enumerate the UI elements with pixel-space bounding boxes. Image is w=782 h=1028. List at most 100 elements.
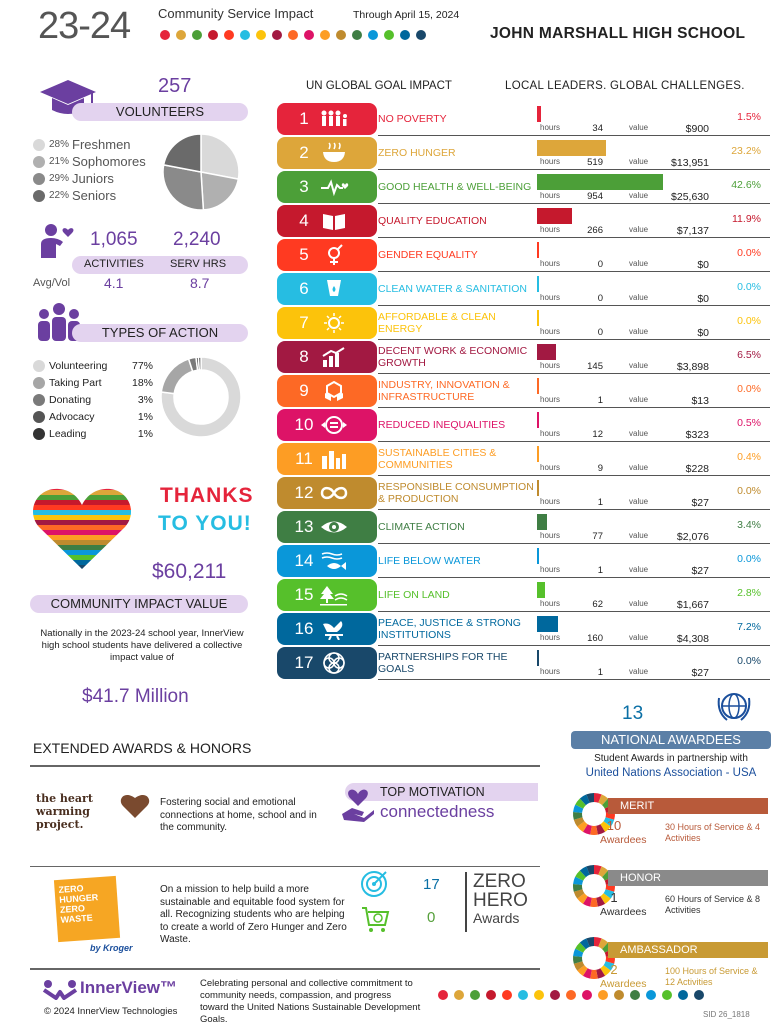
hours-label: hours [540, 191, 561, 200]
goal-percent: 0.0% [737, 315, 761, 327]
flower-rings-icon [323, 652, 345, 674]
goal-percent: 0.0% [737, 655, 761, 667]
rainbow-heart-icon [33, 488, 131, 570]
goal-value: $1,667 [676, 599, 709, 611]
heart-stripe [33, 488, 131, 490]
goal-divider [378, 203, 770, 204]
value-label: value [629, 429, 649, 438]
innerview-brand: InnerView™ [80, 978, 177, 997]
gender-icon [328, 244, 343, 265]
color-dot [224, 30, 234, 40]
header-year: 23-24 [38, 5, 131, 47]
service-hours-avg: 8.7 [190, 275, 210, 291]
zero-hunger-logo: ZERO HUNGER ZERO WASTE [53, 875, 121, 943]
hours-label: hours [540, 599, 561, 608]
goal-tab: 4 [277, 205, 377, 237]
goal-name: CLEAN WATER & SANITATION [378, 283, 527, 295]
goal-hours: 0 [597, 327, 603, 338]
city-icon [322, 451, 346, 469]
volunteers-count: 257 [158, 75, 192, 97]
hours-label: hours [540, 395, 561, 404]
value-label: value [629, 123, 649, 132]
color-dot [416, 30, 426, 40]
goal-hours: 1 [597, 497, 603, 508]
goal-divider [378, 577, 770, 578]
kroger-logo: by Kroger [90, 943, 133, 953]
goal-value: $900 [685, 123, 709, 135]
national-impact-value: $41.7 Million [82, 686, 189, 707]
goal-percent: 0.0% [737, 553, 761, 565]
national-partner-text: Student Awards in partnership with [594, 753, 748, 764]
value-label: value [629, 259, 649, 268]
zh-count-2: 0 [427, 909, 436, 926]
sdg-wheel-icon [573, 937, 615, 979]
hours-label: hours [540, 531, 561, 540]
goal-number: 8 [299, 347, 309, 366]
sid-code: SID 26_1818 [703, 1010, 750, 1019]
cubes-icon [325, 380, 343, 401]
color-dot [502, 990, 512, 1000]
goal-name: GENDER EQUALITY [378, 249, 478, 261]
value-label: value [629, 361, 649, 370]
goal-number: 7 [299, 313, 309, 332]
goal-bar [537, 514, 548, 530]
goal-value: $2,076 [676, 531, 709, 543]
school-name: JOHN MARSHALL HIGH SCHOOL [490, 25, 746, 42]
wheel-segment [603, 889, 615, 899]
wheel-segment [590, 969, 598, 979]
goal-value: $27 [691, 565, 709, 577]
goal-value: $27 [691, 497, 709, 509]
goal-divider [378, 135, 770, 136]
value-label: value [629, 667, 649, 676]
goal-row: 7 AFFORDABLE & CLEAN ENERGY hours 0 value $0 0… [277, 307, 770, 340]
color-dot [470, 990, 480, 1000]
legend-dot [33, 376, 45, 389]
color-dot [304, 30, 314, 40]
wheel-segment [598, 794, 609, 806]
community-impact-label: COMMUNITY IMPACT VALUE [30, 595, 248, 613]
wheel-segment [579, 938, 590, 950]
wheel-segment [573, 884, 583, 892]
national-partner: United Nations Association - USA [585, 767, 757, 779]
hours-label: hours [540, 157, 561, 166]
goal-divider [378, 373, 770, 374]
goal-bar [537, 140, 606, 156]
goal-percent: 0.5% [737, 417, 761, 429]
wheel-segment [573, 956, 583, 964]
color-dot [454, 990, 464, 1000]
wheel-segment [596, 824, 606, 835]
types-legend: Volunteering 77% Taking Part 18% Donating 3% A… [33, 357, 153, 442]
goal-number: 5 [299, 245, 309, 264]
goal-value: $13,951 [671, 157, 709, 169]
legend-pct: 18% [131, 376, 153, 389]
pie-slice [197, 356, 202, 371]
zero-hunger-text: On a mission to help build a more sustai… [160, 884, 347, 945]
legend-dot [33, 172, 45, 185]
activities-label: ACTIVITIES [84, 258, 144, 270]
legend-name: Freshmen [72, 137, 131, 152]
color-dot [176, 30, 186, 40]
pie-slice [200, 171, 240, 211]
goal-name: LIFE ON LAND [378, 589, 450, 601]
goal-divider [378, 611, 770, 612]
wheel-segment [573, 817, 585, 827]
pie-slice [160, 356, 242, 438]
legend-dot [33, 427, 45, 440]
wheel-segment [579, 866, 590, 878]
goal-row: 12 RESPONSIBLE CONSUMPTION & PRODUCTION ho… [277, 477, 770, 510]
goal-name: GOOD HEALTH & WELL-BEING [378, 181, 532, 193]
heart-icon [120, 795, 150, 818]
eye-globe-icon [321, 521, 347, 533]
legend-dot [33, 138, 45, 151]
wheel-segment [586, 865, 594, 875]
copyright: © 2024 InnerView Technologies [44, 1006, 178, 1017]
goals-header-right: LOCAL LEADERS. GLOBAL CHALLENGES. [505, 80, 745, 92]
legend-dot [33, 155, 45, 168]
goal-bar [537, 582, 546, 598]
color-dot [160, 30, 170, 40]
goal-hours: 145 [587, 361, 603, 372]
goal-number: 3 [299, 177, 309, 196]
wheel-segment [600, 893, 611, 904]
goal-bar [537, 242, 539, 258]
goal-divider [378, 441, 770, 442]
